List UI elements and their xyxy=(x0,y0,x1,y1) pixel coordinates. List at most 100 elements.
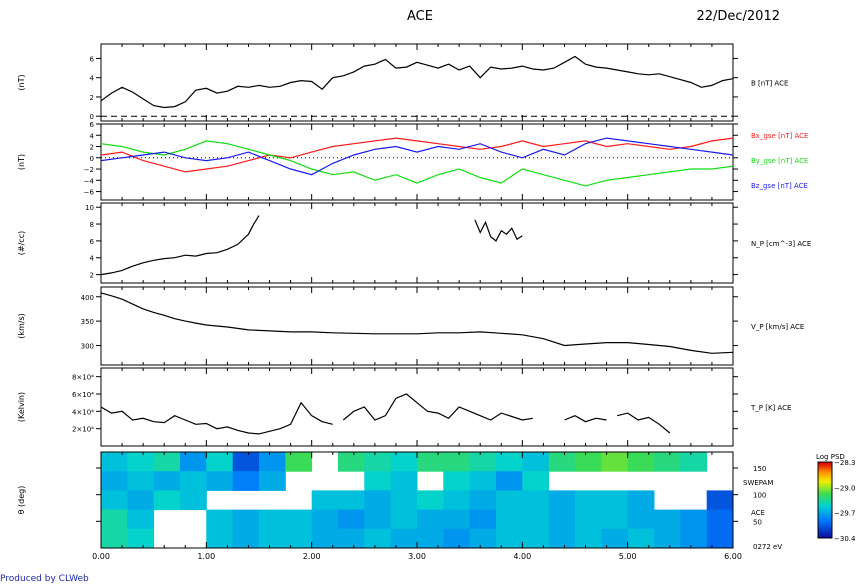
y-tick-label: 150 xyxy=(753,465,766,473)
colorbar-step xyxy=(818,488,832,491)
heatmap-cell xyxy=(706,528,734,549)
heatmap-cell xyxy=(469,509,497,530)
colorbar-step xyxy=(818,520,832,524)
heatmap-cell xyxy=(206,509,234,530)
heatmap-cell xyxy=(680,452,708,472)
colorbar-tick-label: −28.3 xyxy=(834,459,855,467)
x-tick-label: 6.00 xyxy=(724,552,742,561)
heatmap-cell xyxy=(311,490,339,511)
heatmap-cell xyxy=(548,452,576,472)
series-line xyxy=(100,292,734,354)
y-tick-label: 6 xyxy=(90,121,95,129)
legend-label: T_P [K] ACE xyxy=(750,404,791,412)
colorbar-step xyxy=(818,494,832,497)
heatmap-cell xyxy=(364,452,392,472)
y-axis-label: (#/cc) xyxy=(17,231,26,255)
heatmap-cell xyxy=(259,452,286,472)
heatmap-cell xyxy=(285,528,313,549)
heatmap-cell xyxy=(285,452,313,472)
heatmap-cell xyxy=(548,509,576,530)
y-tick-label: 100 xyxy=(753,492,766,500)
colorbar-step xyxy=(818,501,832,505)
side-label-mission: ACE xyxy=(751,509,765,517)
colorbar-step xyxy=(818,484,832,488)
heatmap-cell xyxy=(338,528,365,549)
heatmap-cell xyxy=(706,490,734,511)
footer-credit: Produced by CLWeb xyxy=(0,574,89,584)
panel-frame xyxy=(100,286,734,366)
heatmap-cell xyxy=(522,509,550,530)
heatmap-cell xyxy=(575,528,602,549)
colorbar-step xyxy=(818,507,832,510)
colorbar-step xyxy=(818,500,832,503)
series-line xyxy=(342,393,533,421)
heatmap-cell xyxy=(443,509,471,530)
colorbar-step xyxy=(818,496,832,499)
heatmap-cell xyxy=(390,490,418,511)
heatmap-cell xyxy=(627,509,655,530)
y-tick-label: 300 xyxy=(81,343,94,351)
heatmap-cell xyxy=(101,509,128,530)
heatmap-cell xyxy=(338,509,365,530)
colorbar-step xyxy=(818,536,832,539)
heatmap-cell xyxy=(232,452,260,472)
heatmap-cell xyxy=(443,490,471,511)
heatmap-cell xyxy=(101,452,128,472)
heatmap-cell xyxy=(417,509,444,530)
panel-0: 0 2 4 6 (nT) B [nT] ACE xyxy=(17,43,788,122)
y-tick-label: 4 xyxy=(90,132,95,140)
series-line xyxy=(100,137,734,176)
heatmap-cell xyxy=(469,471,497,491)
heatmap-cell xyxy=(654,452,681,472)
y-axis-label: (nT) xyxy=(17,74,26,90)
heatmap-cell xyxy=(153,490,181,511)
panel-2: 2 4 6 8 10 (#/cc) N_P [cm^-3] ACE xyxy=(17,202,811,284)
heatmap-cell xyxy=(496,490,523,511)
heatmap-cell xyxy=(417,490,444,511)
heatmap-cell xyxy=(364,471,392,491)
y-tick-label: 0 xyxy=(90,155,94,163)
heatmap-cell xyxy=(601,490,629,511)
y-tick-label: 8×10⁴ xyxy=(72,374,94,382)
panel-frame xyxy=(100,123,734,201)
heatmap-cell xyxy=(259,509,286,530)
y-tick-label: 4×10⁴ xyxy=(72,408,94,416)
heatmap-cell xyxy=(101,471,128,491)
heatmap-cell xyxy=(496,471,523,491)
colorbar-title: Log PSD xyxy=(816,453,845,461)
heatmap-cell xyxy=(575,509,602,530)
series-line xyxy=(100,137,734,173)
heatmap-cell xyxy=(232,528,260,549)
heatmap-cell xyxy=(522,471,550,491)
colorbar-step xyxy=(818,479,832,482)
y-tick-label: 4 xyxy=(90,255,95,263)
y-tick-label: 8 xyxy=(90,221,94,229)
heatmap-cell xyxy=(443,471,471,491)
panel-frame xyxy=(100,202,734,284)
legend-label: B [nT] ACE xyxy=(751,80,788,88)
heatmap-cell xyxy=(680,509,708,530)
colorbar-step xyxy=(818,465,832,469)
colorbar-step xyxy=(818,471,832,474)
y-tick-label: 2 xyxy=(90,144,94,152)
colorbar-tick-label: −29.7 xyxy=(834,510,855,518)
x-tick-label: 2.00 xyxy=(303,552,321,561)
colorbar-step xyxy=(818,532,832,535)
legend-label: Bx_gse [nT] ACE xyxy=(751,132,808,140)
y-tick-label: −6 xyxy=(84,189,95,197)
y-tick-label: 6×10⁴ xyxy=(72,391,94,399)
series-line xyxy=(100,55,734,109)
panel-frame xyxy=(100,367,734,447)
x-tick-label: 1.00 xyxy=(197,552,215,561)
heatmap-cell xyxy=(285,509,313,530)
instrument-title: ACE xyxy=(407,9,433,24)
colorbar-step xyxy=(818,492,832,495)
y-axis-label: (Kelvin) xyxy=(17,392,26,422)
heatmap-cell xyxy=(180,471,207,491)
x-tick-label: 5.00 xyxy=(619,552,637,561)
y-tick-label: −4 xyxy=(84,177,95,185)
colorbar-tick-label: −30.4 xyxy=(834,535,856,543)
colorbar-step xyxy=(818,503,832,507)
colorbar-step xyxy=(818,490,832,493)
